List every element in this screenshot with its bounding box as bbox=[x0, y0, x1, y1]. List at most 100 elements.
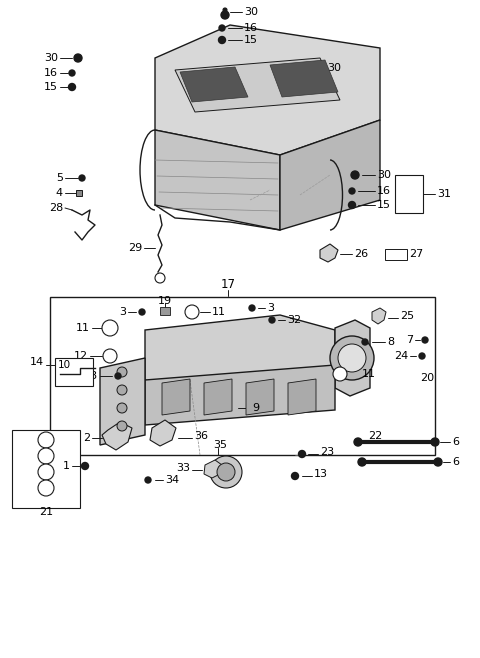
Text: 12: 12 bbox=[74, 351, 88, 361]
Text: 29: 29 bbox=[128, 243, 142, 253]
Circle shape bbox=[219, 25, 225, 31]
Circle shape bbox=[431, 438, 439, 446]
Circle shape bbox=[139, 309, 145, 315]
Circle shape bbox=[338, 344, 366, 372]
Text: 35: 35 bbox=[213, 440, 227, 450]
Circle shape bbox=[117, 421, 127, 431]
Polygon shape bbox=[155, 130, 280, 230]
Polygon shape bbox=[335, 320, 370, 396]
Text: 21: 21 bbox=[39, 507, 53, 517]
Text: 18: 18 bbox=[84, 371, 98, 381]
Circle shape bbox=[330, 336, 374, 380]
Bar bbox=[55, 358, 93, 386]
Circle shape bbox=[217, 463, 235, 481]
Circle shape bbox=[222, 468, 230, 476]
Circle shape bbox=[269, 317, 275, 323]
Polygon shape bbox=[145, 365, 335, 425]
Circle shape bbox=[422, 337, 428, 343]
Circle shape bbox=[155, 273, 165, 283]
Text: 32: 32 bbox=[287, 315, 301, 325]
Polygon shape bbox=[280, 120, 380, 230]
Circle shape bbox=[301, 68, 309, 76]
Bar bbox=[50, 297, 435, 455]
Bar bbox=[160, 307, 170, 315]
Circle shape bbox=[354, 438, 362, 446]
Circle shape bbox=[358, 458, 366, 466]
Text: 16: 16 bbox=[44, 68, 58, 78]
Text: 5: 5 bbox=[56, 173, 63, 183]
Polygon shape bbox=[180, 67, 248, 102]
Text: 34: 34 bbox=[165, 475, 179, 485]
Circle shape bbox=[117, 403, 127, 413]
Polygon shape bbox=[372, 308, 386, 324]
Circle shape bbox=[117, 367, 127, 377]
Text: 1: 1 bbox=[63, 461, 70, 471]
Polygon shape bbox=[204, 460, 222, 478]
Text: 36: 36 bbox=[194, 431, 208, 441]
Circle shape bbox=[351, 171, 359, 179]
Circle shape bbox=[69, 70, 75, 76]
Text: 11: 11 bbox=[212, 307, 226, 317]
Text: 24: 24 bbox=[394, 351, 408, 361]
Circle shape bbox=[434, 458, 442, 466]
Text: 28: 28 bbox=[49, 203, 63, 213]
Text: 8: 8 bbox=[387, 337, 394, 347]
Circle shape bbox=[333, 367, 347, 381]
Circle shape bbox=[69, 84, 75, 91]
Text: 16: 16 bbox=[244, 23, 258, 33]
Circle shape bbox=[79, 175, 85, 181]
Text: 13: 13 bbox=[314, 469, 328, 479]
Text: 22: 22 bbox=[368, 431, 382, 441]
Text: 30: 30 bbox=[244, 7, 258, 17]
Text: 31: 31 bbox=[437, 189, 451, 199]
Circle shape bbox=[102, 320, 118, 336]
Text: 16: 16 bbox=[377, 186, 391, 196]
Text: 6: 6 bbox=[452, 457, 459, 467]
Text: 3: 3 bbox=[267, 303, 274, 313]
Polygon shape bbox=[270, 60, 338, 97]
Circle shape bbox=[82, 463, 88, 470]
Bar bbox=[385, 249, 407, 260]
Polygon shape bbox=[155, 25, 380, 155]
Text: 15: 15 bbox=[244, 35, 258, 45]
Circle shape bbox=[223, 8, 227, 12]
Text: 7: 7 bbox=[406, 335, 413, 345]
Text: 3: 3 bbox=[119, 307, 126, 317]
Text: 11: 11 bbox=[76, 323, 90, 333]
Text: 30: 30 bbox=[377, 170, 391, 180]
Text: 26: 26 bbox=[354, 249, 368, 259]
Text: 30: 30 bbox=[327, 63, 341, 73]
Text: 30: 30 bbox=[44, 53, 58, 63]
Circle shape bbox=[38, 432, 54, 448]
Circle shape bbox=[362, 339, 368, 345]
Polygon shape bbox=[204, 379, 232, 415]
Text: 15: 15 bbox=[44, 82, 58, 92]
Circle shape bbox=[348, 201, 356, 209]
Circle shape bbox=[291, 472, 299, 480]
Text: 4: 4 bbox=[56, 188, 63, 198]
Polygon shape bbox=[288, 379, 316, 415]
Polygon shape bbox=[100, 358, 145, 445]
Text: 14: 14 bbox=[30, 357, 44, 367]
Polygon shape bbox=[150, 420, 176, 446]
Bar bbox=[395, 175, 423, 213]
Circle shape bbox=[74, 54, 82, 62]
Text: 6: 6 bbox=[452, 437, 459, 447]
Polygon shape bbox=[102, 422, 132, 450]
Text: 10: 10 bbox=[58, 360, 71, 370]
Circle shape bbox=[115, 373, 121, 379]
Polygon shape bbox=[246, 379, 274, 415]
Text: 15: 15 bbox=[377, 200, 391, 210]
Circle shape bbox=[38, 448, 54, 464]
Text: 11: 11 bbox=[362, 369, 376, 379]
Text: 25: 25 bbox=[400, 311, 414, 321]
Polygon shape bbox=[175, 58, 340, 112]
Text: 33: 33 bbox=[176, 463, 190, 473]
Circle shape bbox=[419, 353, 425, 359]
Circle shape bbox=[145, 477, 151, 483]
Circle shape bbox=[210, 456, 242, 488]
Polygon shape bbox=[145, 315, 335, 395]
Text: 17: 17 bbox=[220, 278, 236, 291]
Polygon shape bbox=[320, 244, 338, 262]
Circle shape bbox=[38, 480, 54, 496]
